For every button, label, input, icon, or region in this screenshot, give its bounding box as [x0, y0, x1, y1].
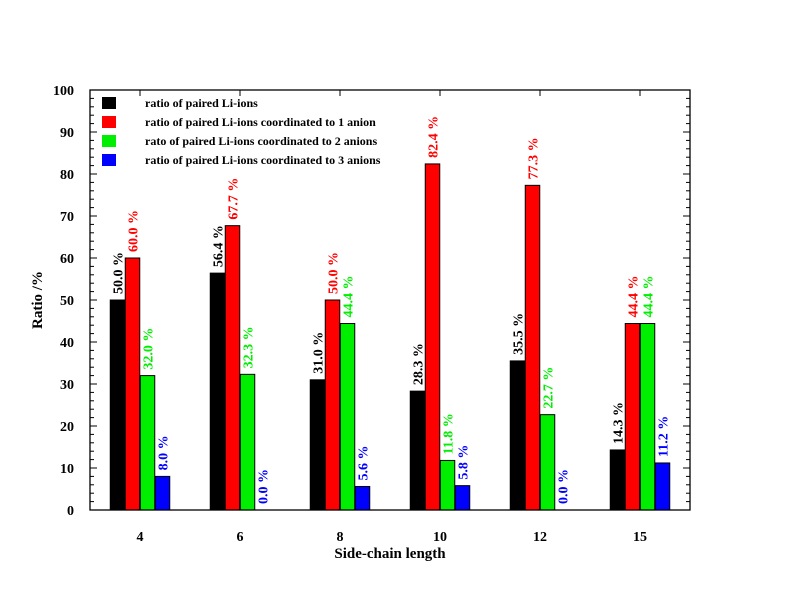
bar-10-series-1: [409, 390, 426, 511]
bar-6-series-3: [239, 373, 256, 511]
y-tick-label: 60: [60, 252, 74, 267]
legend-label-series-2: ratio of paired Li-ions coordinated to 1…: [145, 115, 376, 129]
legend-swatch-series-3: [102, 135, 116, 147]
value-label-8-series-1: 31.0 %: [312, 332, 327, 374]
y-tick-label: 30: [60, 378, 74, 393]
x-axis-label: Side-chain length: [334, 546, 446, 562]
value-label-6-series-1: 56.4 %: [212, 225, 227, 267]
legend-label-series-4: ratio of paired Li-ions coordinated to 3…: [145, 153, 381, 167]
bar-12-series-2: [524, 184, 541, 511]
bar-6-series-2: [224, 225, 241, 511]
value-label-15-series-3: 44.4 %: [642, 276, 657, 318]
bar-12-series-1: [509, 360, 526, 511]
value-label-8-series-2: 50.0 %: [327, 252, 342, 294]
y-tick-label: 50: [60, 294, 74, 309]
value-label-12-series-3: 22.7 %: [542, 367, 557, 409]
bar-4-series-2: [124, 257, 141, 511]
bar-8-series-3: [339, 323, 356, 511]
legend-label-series-3: rato of paired Li-ions coordinated to 2 …: [145, 134, 377, 148]
axes-layer: 0 10 20 30 40 50 60 70 80 90 100 4 6 8 10 12 15: [53, 84, 691, 545]
bar-4-series-1: [109, 299, 126, 511]
bar-8-series-2: [324, 299, 341, 511]
bar-10-series-2: [424, 163, 441, 511]
value-label-6-series-4: 0.0 %: [257, 469, 272, 504]
x-tick-label: 8: [337, 530, 344, 545]
value-label-4-series-4: 8.0 %: [157, 435, 172, 470]
value-label-10-series-2: 82.4 %: [427, 116, 442, 158]
value-label-15-series-4: 11.2 %: [657, 416, 672, 457]
bar-4-series-4: [154, 475, 171, 511]
value-label-10-series-3: 11.8 %: [442, 413, 457, 454]
bars-layer: [109, 163, 671, 511]
y-tick-label: 70: [60, 210, 74, 225]
bar-10-series-3: [439, 459, 456, 511]
value-label-15-series-2: 44.4 %: [627, 276, 642, 318]
bar-15-series-2: [624, 323, 641, 511]
value-label-10-series-1: 28.3 %: [412, 343, 427, 385]
bar-6-series-1: [209, 272, 226, 511]
value-label-8-series-4: 5.6 %: [357, 445, 372, 480]
y-tick-label: 80: [60, 168, 74, 183]
bar-10-series-4: [454, 485, 471, 511]
bar-15-series-4: [654, 462, 671, 511]
value-label-6-series-3: 32.3 %: [242, 326, 257, 368]
y-axis-label: Ratio /%: [30, 271, 46, 329]
bar-4-series-3: [139, 375, 156, 511]
value-label-6-series-2: 67.7 %: [227, 178, 242, 220]
x-tick-label: 6: [237, 530, 244, 545]
value-label-12-series-1: 35.5 %: [512, 313, 527, 355]
legend-label-series-1: ratio of paired Li-ions: [145, 96, 258, 110]
value-label-10-series-4: 5.8 %: [457, 445, 472, 480]
value-label-4-series-2: 60.0 %: [127, 210, 142, 252]
bar-15-series-3: [639, 323, 656, 511]
value-labels-layer: 50.0 %60.0 %32.0 %8.0 %56.4 %67.7 %32.3 …: [112, 116, 672, 504]
y-tick-label: 40: [60, 336, 74, 351]
y-tick-label: 10: [60, 462, 74, 477]
x-tick-label: 10: [433, 530, 447, 545]
legend-swatch-series-4: [102, 154, 116, 166]
x-tick-label: 12: [533, 530, 547, 545]
value-label-12-series-4: 0.0 %: [557, 469, 572, 504]
y-tick-label: 100: [53, 84, 74, 99]
value-label-4-series-3: 32.0 %: [142, 328, 157, 370]
bar-8-series-4: [354, 485, 371, 511]
value-label-8-series-3: 44.4 %: [342, 276, 357, 318]
x-tick-label: 15: [633, 530, 647, 545]
y-tick-label: 90: [60, 126, 74, 141]
bar-15-series-1: [609, 449, 626, 511]
bar-8-series-1: [309, 379, 326, 511]
value-label-15-series-1: 14.3 %: [612, 402, 627, 444]
value-label-12-series-2: 77.3 %: [527, 137, 542, 179]
legend: ratio of paired Li-ions ratio of paired L…: [102, 96, 381, 167]
legend-swatch-series-1: [102, 97, 116, 109]
bar-12-series-3: [539, 414, 556, 511]
y-tick-label: 0: [67, 504, 74, 519]
legend-swatch-series-2: [102, 116, 116, 128]
value-label-4-series-1: 50.0 %: [112, 252, 127, 294]
x-tick-label: 4: [137, 530, 144, 545]
y-tick-label: 20: [60, 420, 74, 435]
